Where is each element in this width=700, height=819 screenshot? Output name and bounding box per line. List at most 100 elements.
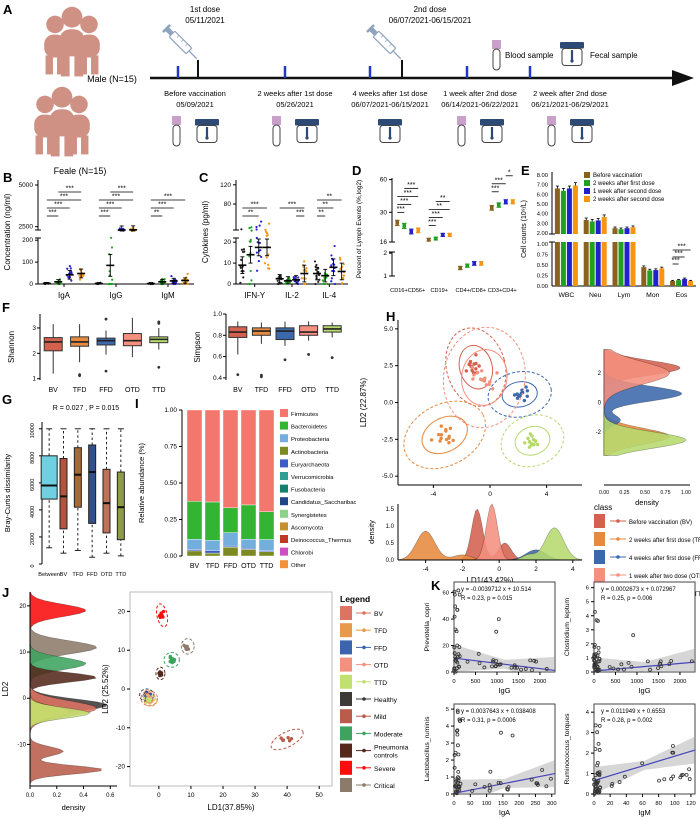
svg-text:06/14/2021-06/22/2021: 06/14/2021-06/22/2021: [441, 100, 519, 109]
svg-text:Moderate: Moderate: [374, 731, 403, 738]
svg-text:40: 40: [443, 617, 449, 623]
svg-text:Relative abundance (%): Relative abundance (%): [137, 442, 146, 523]
svg-text:Bray-Curtis dissimilarity: Bray-Curtis dissimilarity: [3, 454, 12, 533]
panel-label-i: I: [135, 396, 139, 411]
svg-text:05/26/2021: 05/26/2021: [276, 100, 314, 109]
svg-text:Deinococcus_Thermus: Deinococcus_Thermus: [291, 538, 351, 544]
svg-text:class: class: [594, 503, 612, 512]
svg-text:y = 0.0037643 x + 0.038408: y = 0.0037643 x + 0.038408: [461, 709, 536, 715]
svg-text:**: **: [323, 202, 329, 209]
svg-text:-2.5: -2.5: [382, 436, 394, 443]
svg-text:1st dose: 1st dose: [190, 5, 221, 14]
svg-text:1: 1: [586, 772, 589, 778]
svg-text:***: ***: [106, 202, 114, 209]
svg-text:0.5: 0.5: [386, 541, 395, 547]
svg-text:Neu: Neu: [589, 292, 602, 299]
svg-text:**: **: [154, 210, 160, 217]
svg-text:40: 40: [283, 792, 291, 799]
svg-text:LD2: LD2: [1, 681, 10, 696]
svg-text:WBC: WBC: [558, 292, 574, 299]
svg-text:***: ***: [112, 194, 120, 201]
svg-text:8000: 8000: [30, 452, 36, 464]
svg-text:2 weeks after 1st dose: 2 weeks after 1st dose: [257, 89, 332, 98]
svg-text:**: **: [327, 194, 333, 201]
svg-text:***: ***: [296, 210, 304, 217]
svg-text:1000: 1000: [631, 679, 644, 685]
blood-tube-icon: [492, 40, 501, 71]
svg-text:30: 30: [380, 209, 388, 216]
svg-text:0: 0: [30, 564, 36, 567]
fecal-jar-icon: [295, 119, 319, 143]
svg-text:0.6: 0.6: [106, 793, 115, 799]
svg-text:Feale (N=15): Feale (N=15): [54, 166, 107, 176]
svg-text:0.0: 0.0: [384, 400, 393, 407]
svg-text:50: 50: [467, 801, 473, 807]
svg-text:0: 0: [452, 679, 455, 685]
svg-text:Proteobacteria: Proteobacteria: [291, 437, 330, 443]
svg-text:1 week after 2nd dose: 1 week after 2nd dose: [443, 89, 517, 98]
regression-chart-ruminococcus_torques: 0 20 40 60 80 100 120 0 1 2 3 4 IgM Ruminococcus_torq…: [564, 703, 696, 817]
svg-text:-2: -2: [596, 430, 602, 436]
svg-text:TFD: TFD: [206, 563, 220, 570]
svg-text:Healthy: Healthy: [374, 697, 398, 704]
svg-text:1.00: 1.00: [537, 242, 548, 248]
svg-text:0.50: 0.50: [640, 490, 650, 496]
bar-chart: 0.00 0.25 0.50 0.75 1.00 2.00 3.00 4.00 5.00 6.00…: [521, 172, 696, 299]
svg-text:5: 5: [586, 600, 589, 606]
panel-b-antibody-chart: 0 100 200 2500 5000 Concentration (ng/ml) IgA *…: [3, 180, 194, 300]
fecal-jar-icon: [195, 119, 219, 143]
svg-text:LD1(37.85%): LD1(37.85%): [207, 803, 254, 812]
blood-tube-icon: [272, 116, 281, 147]
blood-tube-icon: [457, 116, 466, 147]
svg-text:density: density: [62, 803, 86, 812]
svg-text:0: 0: [23, 696, 27, 702]
svg-text:Pneumonia: Pneumonia: [374, 745, 409, 752]
svg-text:Simpson: Simpson: [193, 331, 202, 362]
panel-k-correlation-charts: 0 500 1000 1500 20000204060IgGPrevotella_cop…: [424, 581, 696, 817]
fecal-jar-icon: [560, 42, 584, 66]
svg-text:***: ***: [118, 186, 126, 193]
panel-label-c: C: [199, 170, 209, 185]
svg-text:1.0: 1.0: [213, 311, 222, 318]
svg-text:10: 10: [118, 647, 126, 654]
svg-text:500: 500: [471, 679, 481, 685]
svg-text:BV: BV: [190, 563, 200, 570]
svg-text:250: 250: [531, 801, 541, 807]
svg-text:3: 3: [32, 325, 36, 332]
svg-text:Critical: Critical: [374, 783, 395, 790]
svg-text:120: 120: [220, 182, 231, 189]
svg-text:0.0: 0.0: [386, 558, 395, 564]
svg-text:100: 100: [670, 801, 680, 807]
panel-f-shannon-chart: 1 2 3 Shannon BV TFD FFD OTD TTD: [7, 314, 169, 394]
svg-text:0.25: 0.25: [537, 274, 548, 280]
svg-text:-2: -2: [460, 566, 466, 573]
svg-text:Shannon: Shannon: [7, 331, 16, 363]
svg-text:10: 10: [224, 260, 232, 267]
svg-text:IgG: IgG: [638, 686, 650, 695]
svg-text:BV: BV: [233, 387, 243, 394]
svg-text:-10: -10: [116, 725, 126, 732]
panel-label-b: B: [3, 170, 13, 185]
svg-text:-10: -10: [17, 742, 26, 748]
stacked-chart: 0.00 0.25 0.50 0.75 1.00 Relative abundance (…: [137, 407, 356, 570]
svg-text:***: ***: [48, 210, 56, 217]
svg-text:2.00: 2.00: [537, 231, 548, 237]
svg-text:*: *: [508, 169, 511, 176]
svg-text:CD16+CD56+: CD16+CD56+: [390, 288, 425, 294]
svg-text:IL-2: IL-2: [285, 291, 299, 300]
braycurtis-chart: R = 0.027 , P = 0.015 0 2000 4000 6000 8000 10…: [3, 405, 126, 578]
svg-text:***: ***: [428, 219, 436, 226]
svg-text:Clostridium_leptum: Clostridium_leptum: [564, 598, 571, 657]
svg-text:300: 300: [547, 801, 557, 807]
svg-text:R = 0.23, p = 0.015: R = 0.23, p = 0.015: [461, 596, 513, 602]
svg-text:Fusobacteria: Fusobacteria: [291, 488, 326, 494]
svg-text:TFD: TFD: [73, 387, 87, 394]
svg-text:4: 4: [571, 566, 575, 573]
svg-text:1.00: 1.00: [164, 407, 177, 414]
svg-text:R = 0.31, p = 0.0006: R = 0.31, p = 0.0006: [461, 718, 516, 724]
svg-text:OTD: OTD: [374, 663, 388, 670]
svg-text:OTD: OTD: [125, 387, 140, 394]
svg-text:***: ***: [288, 202, 296, 209]
fecal-jar-icon: [570, 119, 594, 143]
